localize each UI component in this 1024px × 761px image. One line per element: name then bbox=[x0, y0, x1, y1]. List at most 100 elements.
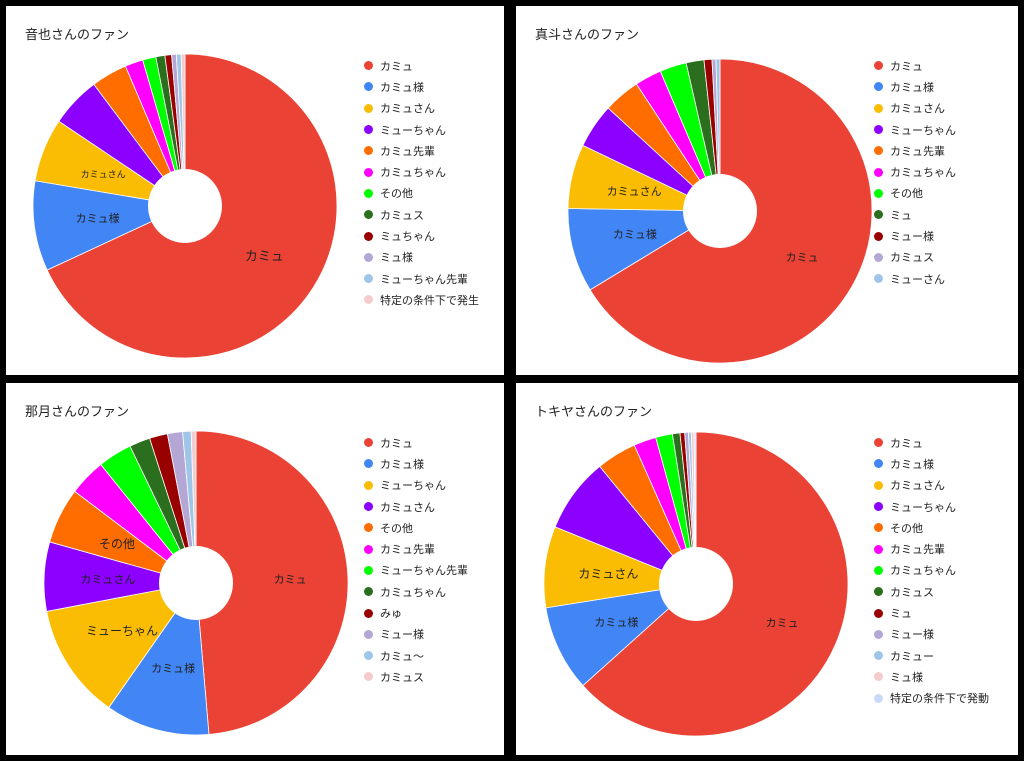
slice-label: カミュさん bbox=[80, 573, 135, 586]
legend-item: カミュー bbox=[874, 645, 1018, 666]
chart-title: トキヤさんのファン bbox=[535, 405, 653, 420]
slice-label: カミュ様 bbox=[151, 661, 195, 675]
legend-swatch bbox=[874, 651, 883, 661]
legend-swatch bbox=[364, 459, 373, 469]
legend-item: ミューさん bbox=[874, 268, 1018, 289]
legend-item: カミュ bbox=[364, 432, 504, 453]
legend-label: ミューちゃん bbox=[890, 500, 956, 514]
legend-swatch bbox=[874, 252, 883, 262]
chart-title: 音也さんのファン bbox=[25, 28, 130, 43]
chart-title: 真斗さんのファン bbox=[535, 28, 640, 43]
legend-item: カミュス bbox=[364, 204, 504, 225]
donut-hole bbox=[683, 174, 757, 248]
chart-legend: カミュ カミュ様 カミュさん ミューちゃん その他 カミュ先輩 カミュちゃん カミュス ミュ ミュ… bbox=[874, 432, 1018, 709]
legend-label: ミュ様 bbox=[890, 670, 923, 684]
legend-label: ミュー様 bbox=[890, 230, 934, 244]
legend-swatch bbox=[874, 274, 883, 284]
legend-label: カミュ bbox=[380, 436, 413, 450]
legend-label: ミューちゃん bbox=[380, 479, 446, 493]
chart-legend: カミュ カミュ様 カミュさん ミューちゃん カミュ先輩 カミュちゃん その他 カミュス ミュちゃ… bbox=[364, 55, 504, 311]
chart-panel-masato: 真斗さんのファン カミュ カミュ様 カミュさん カミュ カミュ様 カミュさん ミューちゃん… bbox=[516, 6, 1018, 375]
legend-item: カミュ先輩 bbox=[364, 140, 504, 161]
legend-swatch bbox=[364, 438, 373, 448]
legend-item: ミュ bbox=[874, 204, 1018, 225]
legend-swatch bbox=[874, 587, 883, 597]
legend-item: カミュ〜 bbox=[364, 645, 504, 666]
legend-item: カミュス bbox=[364, 666, 504, 687]
legend-label: ミューちゃん bbox=[890, 123, 956, 137]
legend-item: カミュ先輩 bbox=[874, 538, 1018, 559]
legend-swatch bbox=[874, 167, 883, 177]
legend-swatch bbox=[364, 103, 373, 113]
legend-item: ミュ様 bbox=[874, 666, 1018, 687]
legend-item: カミュさん bbox=[364, 496, 504, 517]
legend-label: ミューちゃん bbox=[380, 123, 446, 137]
slice-label: カミュ bbox=[245, 250, 284, 265]
legend-label: カミュさん bbox=[890, 102, 945, 116]
legend-label: カミュ様 bbox=[890, 457, 934, 471]
legend-label: その他 bbox=[890, 187, 923, 201]
legend-item: カミュ様 bbox=[874, 76, 1018, 97]
legend-swatch bbox=[364, 480, 373, 490]
legend-swatch bbox=[364, 672, 373, 682]
legend-label: カミュちゃん bbox=[380, 585, 446, 599]
legend-item: ミュ bbox=[874, 602, 1018, 623]
slice-label: カミュさん bbox=[607, 185, 662, 198]
legend-label: その他 bbox=[380, 187, 413, 201]
legend-swatch bbox=[874, 629, 883, 639]
legend-swatch bbox=[364, 587, 373, 597]
pie-slice bbox=[46, 582, 197, 709]
slice-label: カミュ bbox=[274, 573, 307, 586]
legend-swatch bbox=[364, 61, 373, 71]
legend-item: ミューちゃん bbox=[874, 119, 1018, 140]
pie-slice bbox=[180, 53, 186, 207]
legend-swatch bbox=[874, 523, 883, 533]
legend-label: ミューちゃん先輩 bbox=[380, 564, 468, 578]
legend-swatch bbox=[364, 125, 373, 135]
chart-panel-otoya: 音也さんのファン カミュ カミュ様 カミュさん カミュ カミュ様 カミュさん ミューちゃん… bbox=[6, 6, 504, 375]
legend-item: カミュちゃん bbox=[364, 581, 504, 602]
slice-label: カミュ様 bbox=[613, 227, 657, 241]
legend-item: カミュ様 bbox=[364, 76, 504, 97]
legend-label: ミュー様 bbox=[380, 628, 424, 642]
legend-label: カミュ様 bbox=[380, 80, 424, 94]
slice-label: カミュ bbox=[766, 616, 799, 629]
pie-slice bbox=[190, 430, 197, 584]
legend-swatch bbox=[874, 480, 883, 490]
donut-hole bbox=[159, 546, 233, 620]
pie-slice bbox=[32, 180, 187, 271]
legend-swatch bbox=[874, 146, 883, 156]
legend-item: カミュ先輩 bbox=[364, 538, 504, 559]
legend-item: ミューちゃん bbox=[874, 496, 1018, 517]
legend-swatch bbox=[874, 544, 883, 554]
slice-label: その他 bbox=[99, 537, 135, 551]
legend-label: カミュ先輩 bbox=[380, 543, 435, 557]
legend-swatch bbox=[364, 565, 373, 575]
legend-label: ミューさん bbox=[890, 272, 945, 286]
legend-label: カミュ先輩 bbox=[380, 144, 435, 158]
legend-label: カミュス bbox=[890, 585, 934, 599]
legend-item: その他 bbox=[364, 183, 504, 204]
chart-title: 那月さんのファン bbox=[25, 405, 130, 420]
legend-swatch bbox=[874, 693, 883, 703]
legend-swatch bbox=[364, 544, 373, 554]
pie-slice bbox=[567, 208, 722, 291]
legend-label: カミュ bbox=[890, 436, 923, 450]
legend-item: ミューちゃん先輩 bbox=[364, 268, 504, 289]
legend-item: カミュス bbox=[874, 581, 1018, 602]
legend-item: カミュちゃん bbox=[874, 161, 1018, 182]
legend-item: ミュー様 bbox=[874, 624, 1018, 645]
legend-swatch bbox=[874, 210, 883, 220]
legend-label: カミュ〜 bbox=[380, 649, 424, 663]
legend-label: その他 bbox=[890, 521, 923, 535]
legend-label: カミュ bbox=[890, 59, 923, 73]
legend-label: ミュ様 bbox=[380, 251, 413, 265]
chart-legend: カミュ カミュ様 ミューちゃん カミュさん その他 カミュ先輩 ミューちゃん先輩 カミュちゃん… bbox=[364, 432, 504, 688]
slice-label: カミュさん bbox=[81, 169, 126, 180]
legend-item: カミュちゃん bbox=[364, 161, 504, 182]
slice-label: カミュ様 bbox=[594, 615, 638, 629]
legend-item: カミュさん bbox=[364, 98, 504, 119]
legend-swatch bbox=[874, 565, 883, 575]
legend-label: カミュさん bbox=[380, 500, 435, 514]
pie-slice bbox=[693, 431, 697, 585]
